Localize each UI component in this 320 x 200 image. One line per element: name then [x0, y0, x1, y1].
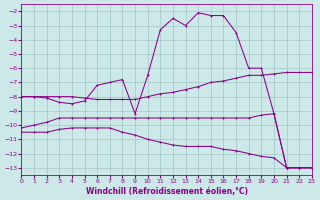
X-axis label: Windchill (Refroidissement éolien,°C): Windchill (Refroidissement éolien,°C): [86, 187, 248, 196]
